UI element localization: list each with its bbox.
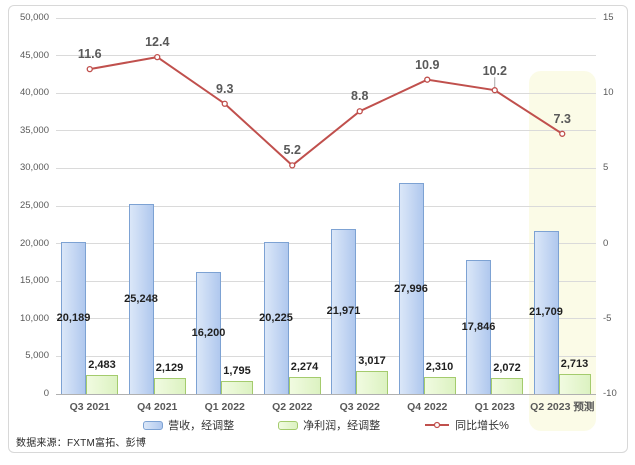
category-label: Q4 2022 [407, 401, 448, 413]
left-axis-tick: 0 [43, 388, 49, 399]
category-label: Q2 2023 预测 [530, 401, 595, 413]
net-profit-data-label: 2,129 [155, 361, 184, 374]
yoy-growth-marker [289, 162, 296, 169]
yoy-growth-line-swatch [425, 421, 450, 429]
right-axis-tick: 10 [603, 87, 614, 99]
yoy-growth-data-label: 10.2 [482, 64, 507, 79]
bar-revenue [263, 241, 289, 394]
bar-revenue [398, 183, 424, 394]
net-profit-data-label: 2,310 [425, 360, 454, 373]
left-axis-tick: 25,000 [19, 200, 49, 211]
bar-revenue [61, 242, 86, 394]
category-label: Q1 2023 [474, 401, 515, 413]
legend-item-net-profit: 净利润，经调整 [278, 417, 380, 433]
left-axis-tick: 35,000 [19, 124, 49, 136]
gridline [56, 205, 596, 207]
legend-label-net-profit: 净利润，经调整 [303, 420, 381, 432]
gridline [56, 130, 596, 132]
bar-net-profit [491, 378, 523, 394]
net-profit-data-label: 2,274 [290, 360, 319, 373]
revenue-data-label: 20,189 [56, 312, 91, 325]
category-label: Q3 2022 [339, 401, 380, 413]
gridline [56, 17, 596, 19]
bar-net-profit [288, 376, 321, 394]
bar-net-profit [423, 376, 456, 394]
right-axis-tick: -10 [603, 388, 617, 399]
right-axis-tick: 5 [603, 162, 609, 174]
chart-legend: 营收，经调整 净利润，经调整 同比增长% [56, 417, 596, 433]
yoy-growth-data-label: 10.9 [415, 57, 440, 72]
bar-revenue [331, 228, 356, 394]
gridline [56, 55, 596, 57]
gridline [56, 280, 596, 282]
revenue-data-label: 16,200 [191, 327, 226, 340]
bar-net-profit [153, 377, 186, 394]
yoy-growth-marker [356, 108, 363, 115]
chart-frame: 营收，经调整 净利润，经调整 同比增长% 数据来源：FXTM富拓、彭博 0 5,0… [8, 5, 628, 453]
gridline [56, 167, 596, 169]
yoy-growth-marker [221, 100, 228, 107]
category-label: Q4 2021 [137, 401, 178, 413]
revenue-data-label: 20,225 [259, 311, 293, 324]
legend-item-yoy-growth: 同比增长% [424, 417, 509, 433]
bar-net-profit [558, 373, 591, 394]
left-axis-tick: 45,000 [19, 49, 49, 61]
left-axis-tick: 50,000 [19, 12, 49, 23]
bar-net-profit [356, 371, 388, 394]
net-profit-data-label: 3,017 [358, 355, 386, 368]
yoy-growth-data-label: 7.3 [553, 111, 571, 126]
yoy-growth-marker [154, 53, 161, 61]
gridline [56, 355, 596, 357]
yoy-growth-marker [86, 65, 93, 73]
bar-net-profit [86, 375, 118, 394]
yoy-growth-line [86, 53, 566, 169]
yoy-growth-marker [559, 130, 566, 137]
legend-item-revenue: 营收，经调整 [143, 417, 234, 433]
net-profit-bar-swatch [278, 420, 299, 430]
left-axis-tick: 15,000 [19, 275, 49, 287]
left-axis-tick: 10,000 [19, 312, 49, 324]
revenue-data-label: 21,709 [529, 306, 563, 319]
left-axis-tick: 40,000 [19, 87, 49, 99]
revenue-data-label: 21,971 [326, 305, 361, 318]
revenue-data-label: 27,996 [394, 282, 428, 295]
revenue-data-label: 17,846 [461, 320, 496, 333]
yoy-growth-data-label: 12.4 [145, 35, 170, 50]
net-profit-data-label: 1,795 [223, 364, 251, 377]
gridline [56, 92, 596, 94]
category-label: Q2 2022 [272, 401, 313, 413]
revenue-data-label: 25,248 [124, 293, 158, 306]
yoy-growth-data-label: 8.8 [351, 89, 369, 104]
gridline [56, 393, 596, 395]
net-profit-data-label: 2,713 [560, 357, 589, 370]
bar-revenue [533, 230, 559, 394]
left-axis-tick: 5,000 [25, 350, 49, 362]
revenue-bar-swatch [143, 420, 164, 430]
category-label: Q1 2022 [204, 401, 245, 413]
legend-label-yoy-growth: 同比增长% [455, 420, 509, 432]
bar-revenue [196, 272, 221, 394]
bar-revenue [128, 204, 154, 394]
left-axis-tick: 30,000 [19, 162, 49, 174]
category-label: Q3 2021 [69, 401, 110, 413]
bar-net-profit [221, 380, 253, 394]
yoy-growth-data-label: 9.3 [216, 81, 234, 96]
source-note: 数据来源：FXTM富拓、彭博 [16, 438, 147, 449]
right-axis-tick: -5 [603, 312, 612, 324]
right-axis-tick: 15 [603, 12, 614, 23]
yoy-growth-data-label: 5.2 [283, 143, 301, 158]
legend-label-revenue: 营收，经调整 [168, 420, 235, 432]
bar-revenue [466, 259, 491, 394]
net-profit-data-label: 2,072 [493, 362, 521, 375]
yoy-growth-marker [491, 87, 498, 94]
yoy-growth-data-label: 11.6 [77, 47, 102, 62]
yoy-growth-marker [424, 76, 431, 83]
left-axis-tick: 20,000 [19, 237, 49, 249]
net-profit-data-label: 2,483 [88, 359, 116, 372]
gridline [56, 243, 596, 245]
right-axis-tick: 0 [603, 237, 609, 249]
gridline [56, 318, 596, 320]
